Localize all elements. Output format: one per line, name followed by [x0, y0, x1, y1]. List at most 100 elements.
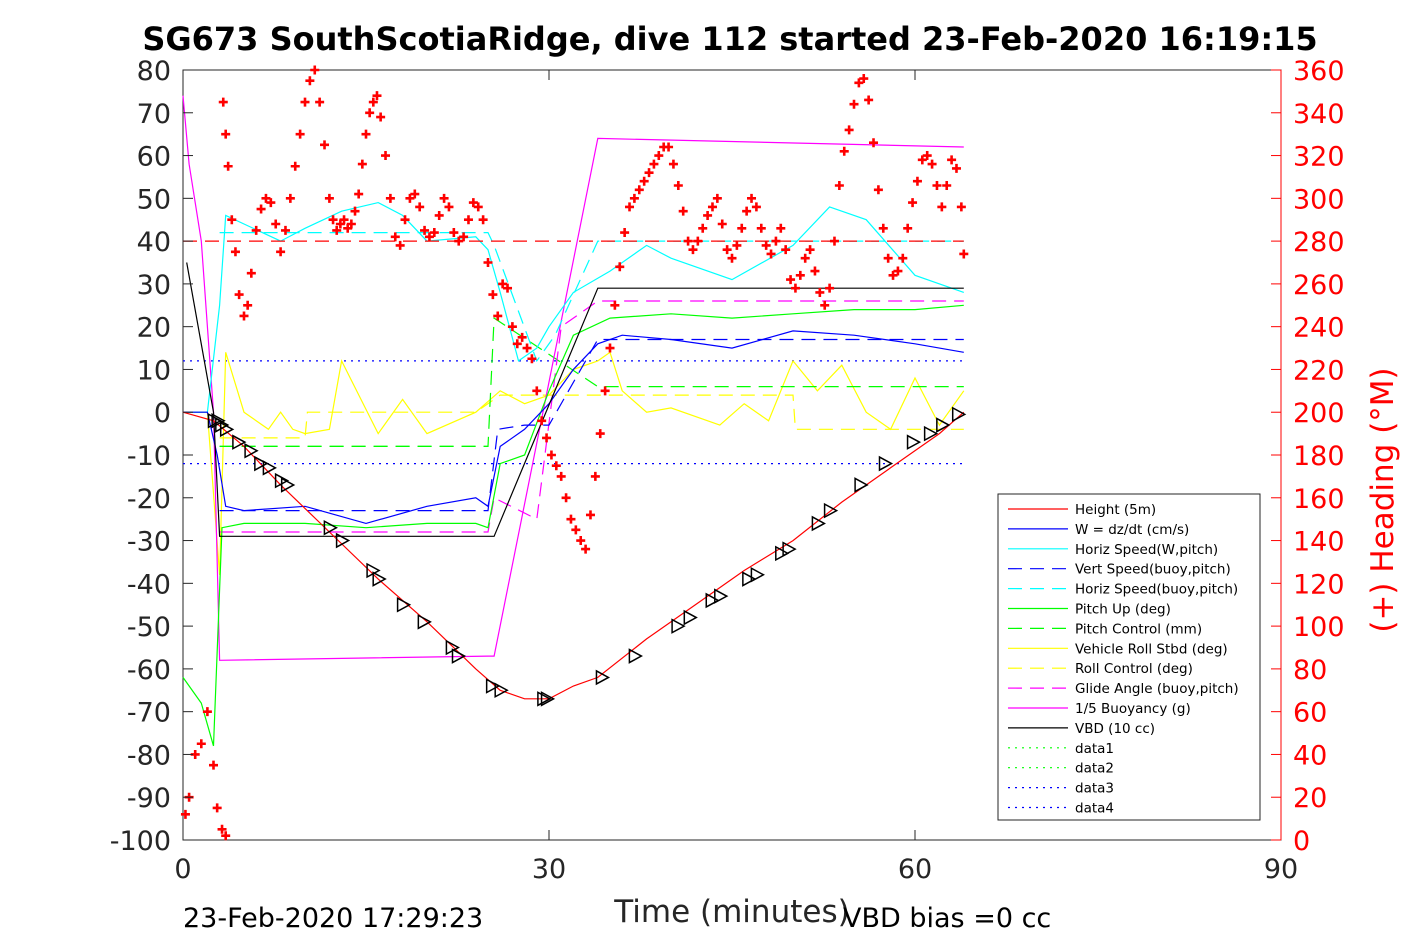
heading-point — [217, 824, 227, 834]
y-tick-label: -60 — [127, 655, 171, 686]
legend-label: VBD (10 cc) — [1075, 721, 1155, 737]
y-tick-label: -20 — [127, 484, 171, 515]
heading-point — [320, 140, 330, 150]
triangle-marker — [923, 425, 939, 442]
y-right-tick-label: 60 — [1293, 698, 1327, 729]
x-tick-label: 90 — [1264, 854, 1298, 885]
heading-point — [585, 510, 595, 520]
heading-point — [566, 514, 576, 524]
heading-point — [368, 97, 378, 107]
heading-point — [932, 181, 942, 190]
heading-point — [732, 240, 742, 250]
heading-point — [786, 275, 796, 285]
heading-point — [673, 181, 683, 190]
heading-point — [285, 193, 295, 203]
legend-label: data4 — [1075, 801, 1114, 817]
heading-point — [727, 253, 737, 263]
triangle-marker — [750, 567, 765, 583]
legend-label: Roll Control (deg) — [1075, 661, 1193, 677]
y-right-tick-label: 40 — [1293, 740, 1327, 771]
triangle-marker — [280, 477, 296, 493]
heading-point — [196, 739, 206, 749]
heading-point — [517, 332, 527, 342]
heading-point — [795, 270, 805, 280]
triangle-marker — [595, 669, 611, 686]
heading-point — [620, 228, 630, 238]
heading-point — [595, 429, 605, 439]
heading-point — [771, 236, 781, 246]
legend-label: Horiz Speed(buoy,pitch) — [1075, 582, 1238, 598]
heading-point — [527, 354, 537, 364]
heading-point — [266, 198, 276, 208]
series-horiz-buoy — [219, 232, 964, 363]
triangle-marker — [811, 515, 826, 532]
heading-point — [717, 219, 727, 229]
heading-point — [825, 283, 835, 293]
heading-point — [959, 249, 969, 259]
heading-point — [542, 433, 552, 443]
heading-point — [290, 161, 300, 171]
heading-point — [261, 193, 271, 203]
heading-point — [908, 198, 918, 208]
heading-point — [180, 809, 190, 819]
heading-point — [956, 202, 966, 212]
y-tick-label: -50 — [127, 612, 171, 643]
y-right-tick-label: 80 — [1293, 655, 1327, 686]
heading-point — [246, 268, 256, 278]
y-right-tick-label: 200 — [1293, 398, 1345, 429]
heading-point — [234, 290, 244, 300]
heading-point — [698, 223, 708, 233]
triangle-marker — [485, 678, 501, 694]
y-right-tick-label: 160 — [1293, 484, 1345, 515]
heading-point — [209, 760, 218, 770]
triangle-marker — [396, 596, 412, 613]
heading-point — [922, 151, 932, 161]
heading-point — [873, 185, 883, 195]
legend-label: Vert Speed(buoy,pitch) — [1075, 562, 1231, 578]
heading-point — [221, 129, 231, 139]
heading-point — [751, 202, 761, 212]
heading-point — [410, 189, 420, 199]
y-tick-label: -80 — [127, 740, 171, 771]
heading-point — [498, 279, 508, 289]
heading-point — [328, 215, 338, 225]
heading-point — [305, 76, 315, 86]
triangle-marker — [854, 477, 869, 493]
heading-point — [903, 223, 913, 233]
heading-point — [625, 202, 635, 212]
heading-point — [883, 253, 893, 263]
heading-point — [324, 193, 334, 203]
heading-point — [350, 206, 360, 216]
heading-point — [424, 232, 434, 242]
heading-point — [600, 386, 610, 396]
heading-point — [805, 245, 815, 255]
triangle-marker — [951, 406, 967, 423]
legend-label: Glide Angle (buoy,pitch) — [1075, 681, 1239, 697]
heading-point — [859, 74, 869, 84]
heading-point — [683, 236, 693, 246]
heading-point — [781, 245, 791, 255]
heading-point — [381, 151, 391, 161]
triangle-marker — [628, 648, 643, 664]
heading-point — [654, 151, 664, 161]
heading-point — [230, 247, 240, 257]
heading-point — [295, 129, 305, 139]
triangle-marker — [215, 417, 230, 433]
legend: Height (5m) W = dz/dt (cm/s) Horiz Speed(W… — [997, 493, 1261, 821]
series-vert-buoy — [219, 338, 964, 512]
triangle-marker — [335, 532, 351, 549]
heading-point — [747, 193, 757, 203]
heading-point — [221, 831, 231, 841]
heading-point — [898, 253, 908, 263]
heading-point — [761, 240, 771, 250]
heading-point — [473, 202, 483, 212]
legend-label: Vehicle Roll Stbd (deg) — [1075, 641, 1228, 657]
heading-point — [649, 159, 659, 169]
y-right-tick-label: 0 — [1293, 826, 1310, 857]
heading-point — [844, 125, 854, 135]
y-right-tick-label: 320 — [1293, 142, 1345, 173]
heading-point — [893, 266, 903, 276]
heading-point — [463, 215, 473, 225]
heading-point — [688, 245, 698, 255]
